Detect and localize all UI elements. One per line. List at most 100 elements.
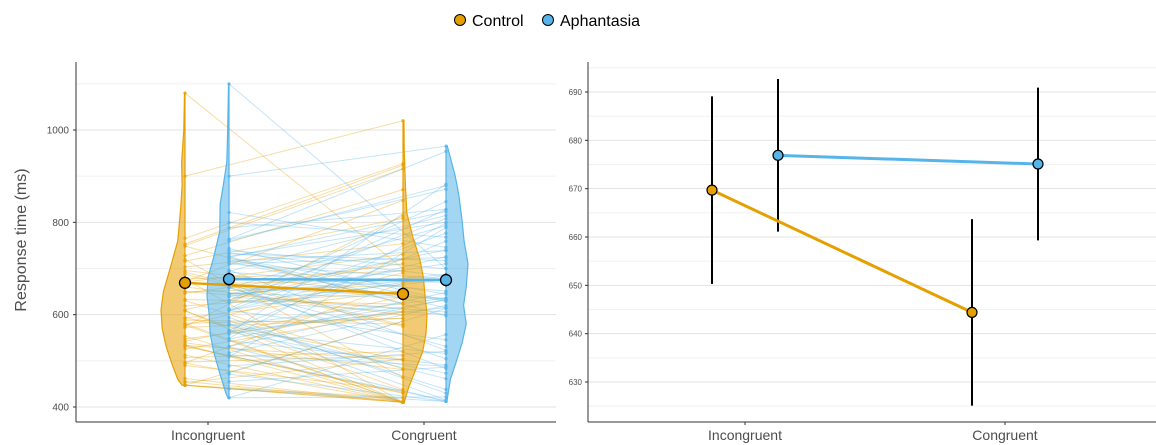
raw-point (183, 325, 187, 329)
raw-point (183, 379, 187, 384)
violin-aphantasia-incongruent (206, 83, 230, 399)
raw-point (401, 324, 405, 329)
raw-point (444, 254, 448, 259)
raw-point (401, 281, 405, 285)
right-x-tick-label: Incongruent (708, 427, 782, 443)
raw-point (401, 400, 405, 404)
raw-point (401, 262, 405, 266)
raw-point (227, 82, 231, 86)
paired-line (228, 208, 447, 229)
right-y-tick-label: 670 (569, 185, 583, 194)
raw-point (444, 245, 448, 249)
paired-line (228, 183, 447, 334)
mean-line-control (184, 281, 404, 296)
raw-point (183, 272, 187, 276)
raw-point (401, 242, 405, 246)
raw-point (227, 319, 231, 323)
raw-point (227, 380, 231, 384)
raw-point (444, 183, 448, 188)
legend: Control Aphantasia (454, 13, 640, 30)
left-gridlines (76, 83, 556, 408)
right-y-tick-label: 660 (569, 233, 583, 242)
raw-point (183, 355, 187, 360)
paired-line (228, 396, 447, 399)
raw-point (183, 361, 187, 365)
raw-point (401, 214, 405, 218)
raw-point (444, 338, 448, 342)
raw-point (227, 210, 231, 215)
paired-line (184, 380, 404, 403)
raw-point (444, 217, 448, 221)
raw-point (227, 323, 231, 327)
raw-point (183, 265, 187, 269)
raw-point (401, 367, 405, 371)
right-gridlines (588, 67, 1156, 407)
raw-point (401, 358, 405, 362)
raw-point (227, 387, 231, 391)
paired-line (184, 384, 404, 402)
raw-point (183, 174, 187, 178)
line-control (711, 188, 973, 314)
raw-point (227, 237, 231, 241)
right-y-tick-label: 640 (569, 330, 583, 339)
point-aphantasia (772, 149, 784, 161)
paired-line (228, 185, 447, 242)
raw-point (183, 298, 187, 303)
raw-point (401, 316, 405, 320)
paired-line (228, 388, 447, 402)
left-panel: 400 600 800 1000 Incongruent Congruent Respon… (13, 62, 556, 443)
paired-line (184, 384, 404, 403)
legend-label-aphantasia: Aphantasia (560, 13, 640, 30)
point-control (706, 184, 718, 196)
mean-point-aphantasia (439, 273, 453, 287)
raw-point (183, 258, 187, 262)
left-y-tick-label: 1000 (47, 126, 70, 137)
right-x-tick-label: Congruent (972, 427, 1037, 443)
raw-point (444, 357, 448, 361)
raw-point (227, 286, 231, 290)
legend-marker-control (454, 14, 466, 26)
raw-point (444, 149, 448, 153)
raw-point (183, 242, 187, 246)
paired-line (184, 384, 404, 403)
raw-point (444, 231, 448, 235)
paired-line (228, 323, 447, 401)
raw-point (227, 315, 231, 320)
raw-point (444, 259, 448, 263)
raw-point (444, 187, 448, 191)
raw-point (227, 221, 231, 225)
left-y-tick-label: 800 (52, 218, 69, 229)
left-x-tick-label: Congruent (391, 427, 456, 443)
right-y-tick-label: 650 (569, 281, 583, 290)
raw-point (444, 292, 448, 296)
paired-line (228, 145, 447, 177)
right-lines (711, 153, 1039, 314)
paired-line (228, 373, 447, 402)
point-aphantasia (1032, 158, 1044, 170)
raw-point (227, 256, 231, 260)
raw-point (183, 343, 187, 347)
raw-point (444, 220, 448, 224)
raw-point (227, 396, 231, 400)
raw-point (183, 376, 187, 381)
raw-point (183, 339, 187, 343)
raw-point (401, 306, 405, 310)
paired-line (184, 92, 404, 269)
raw-point (227, 339, 231, 343)
raw-point (183, 291, 187, 295)
raw-point (444, 332, 448, 337)
raw-point (227, 259, 231, 264)
raw-point (227, 332, 231, 336)
right-points (706, 149, 1044, 318)
mean-point-aphantasia (222, 272, 236, 286)
raw-point (183, 304, 187, 308)
raw-point (227, 269, 231, 273)
raw-point (401, 167, 405, 171)
mean-point-control (178, 276, 192, 289)
paired-line (228, 188, 447, 241)
left-y-tick-label: 600 (52, 310, 69, 321)
raw-point (183, 91, 187, 95)
raw-point (444, 310, 448, 314)
raw-point (444, 210, 448, 214)
